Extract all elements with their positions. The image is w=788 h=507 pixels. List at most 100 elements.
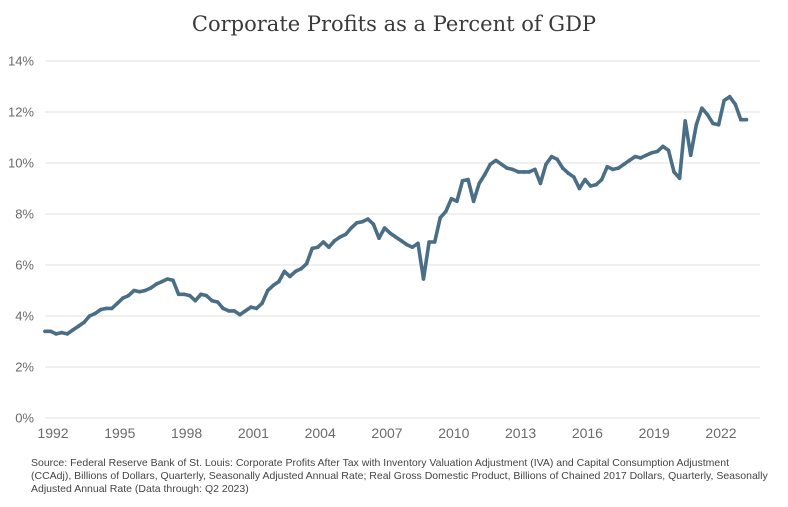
data-point <box>393 235 398 239</box>
x-axis-ticks: 1992 1995 1998 2001 2004 2007 2010 2013 2016 2019… <box>37 425 736 441</box>
data-point <box>599 177 604 182</box>
data-point <box>299 267 303 271</box>
data-point <box>700 106 704 110</box>
data-point <box>449 196 454 201</box>
data-point <box>59 330 64 335</box>
x-tick-label: 2004 <box>305 425 336 441</box>
x-tick-label: 2007 <box>371 425 402 441</box>
data-point <box>349 226 354 230</box>
data-point <box>510 167 515 172</box>
data-point <box>471 199 476 204</box>
data-point <box>577 186 582 191</box>
data-point <box>661 144 665 149</box>
data-point <box>521 170 526 174</box>
y-tick-label: 12% <box>8 105 34 120</box>
data-point <box>293 269 298 274</box>
data-point <box>650 151 654 155</box>
data-point <box>421 277 426 281</box>
data-point <box>739 117 743 122</box>
data-point <box>477 181 482 186</box>
x-tick-label: 2016 <box>572 425 603 441</box>
data-point <box>215 300 220 304</box>
data-point <box>427 240 431 244</box>
data-point <box>43 329 47 334</box>
x-tick-label: 2010 <box>438 425 469 441</box>
data-point <box>126 293 131 298</box>
data-point <box>154 282 159 286</box>
data-point <box>143 288 147 293</box>
series-layer <box>43 94 749 336</box>
data-point <box>627 158 632 163</box>
data-point <box>516 170 520 174</box>
y-tick-label: 2% <box>15 360 34 375</box>
data-point <box>533 167 537 172</box>
data-point <box>360 219 365 224</box>
data-point <box>405 242 409 247</box>
data-point <box>544 162 548 167</box>
data-point <box>187 293 192 298</box>
x-tick-label: 1995 <box>104 425 135 441</box>
data-point <box>343 232 348 237</box>
data-point <box>288 274 292 279</box>
data-point <box>160 279 164 284</box>
data-point <box>438 216 443 220</box>
data-point <box>171 278 175 283</box>
data-point <box>149 286 153 290</box>
data-point <box>54 332 58 336</box>
data-point <box>555 157 559 161</box>
data-point <box>460 179 465 183</box>
data-point <box>277 279 281 284</box>
data-point <box>638 156 643 160</box>
x-tick-label: 2022 <box>705 425 736 441</box>
data-point <box>410 245 415 249</box>
data-point <box>566 171 571 175</box>
data-point <box>104 306 108 311</box>
x-tick-label: 1998 <box>171 425 202 441</box>
data-point <box>110 306 114 311</box>
y-tick-label: 0% <box>15 411 34 426</box>
x-tick-label: 2019 <box>639 425 670 441</box>
data-point <box>605 165 609 169</box>
data-point <box>221 306 225 311</box>
data-point <box>332 239 337 243</box>
data-point <box>243 309 248 313</box>
data-point <box>210 298 214 303</box>
series-line <box>43 94 749 336</box>
data-point <box>683 119 687 123</box>
data-point <box>204 293 209 298</box>
chart-title: Corporate Profits as a Percent of GDP <box>191 12 597 36</box>
data-point <box>494 158 498 163</box>
x-tick-label: 1992 <box>37 425 68 441</box>
data-point <box>505 166 509 170</box>
data-point <box>694 123 699 127</box>
data-point <box>271 283 276 288</box>
data-point <box>366 217 370 221</box>
data-point <box>677 176 682 181</box>
data-point <box>488 162 493 167</box>
data-point <box>238 312 242 317</box>
data-point <box>165 277 170 281</box>
data-point <box>338 235 342 239</box>
data-point <box>193 298 198 303</box>
data-point <box>733 102 738 107</box>
data-point <box>377 236 381 240</box>
y-tick-label: 10% <box>8 156 34 171</box>
data-point <box>549 154 554 159</box>
data-point <box>399 239 404 243</box>
data-point <box>716 123 721 127</box>
data-point <box>616 166 621 170</box>
y-tick-label: 14% <box>8 54 34 69</box>
x-tick-label: 2001 <box>238 425 269 441</box>
data-point <box>611 167 615 172</box>
data-point <box>76 324 81 329</box>
data-point <box>371 222 376 226</box>
data-point <box>744 117 749 122</box>
data-point <box>666 148 671 153</box>
y-axis-ticks: 0% 2% 4% 6% 8% 10% 12% 14% <box>8 54 34 426</box>
data-point <box>260 301 264 306</box>
data-point <box>182 292 186 297</box>
data-point <box>722 98 726 103</box>
data-point <box>388 231 392 235</box>
x-tick-label: 2013 <box>505 425 536 441</box>
